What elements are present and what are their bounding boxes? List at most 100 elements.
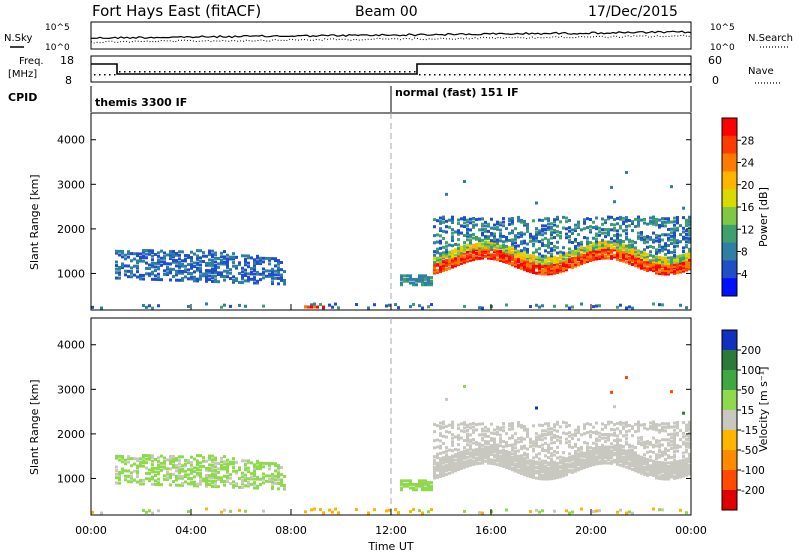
velocity-cell	[262, 481, 265, 485]
power-cell	[259, 258, 262, 262]
power-cell	[616, 240, 619, 244]
velocity-cell	[277, 465, 280, 469]
power-cell	[658, 243, 661, 247]
velocity-cell	[484, 449, 487, 453]
power-cell	[490, 231, 493, 235]
velocity-cell	[400, 486, 403, 490]
power-cell	[559, 264, 562, 268]
velocity-cell	[481, 452, 484, 456]
velocity-cell	[664, 429, 667, 433]
velocity-cell	[571, 456, 574, 460]
power-cell	[538, 240, 541, 244]
velocity-cell	[577, 468, 580, 472]
nave-dot	[679, 74, 681, 76]
power-cell	[610, 255, 613, 259]
velocity-cell	[457, 443, 460, 447]
velocity-cell	[562, 456, 565, 460]
velocity-cell	[238, 508, 241, 512]
power-cell	[520, 254, 523, 258]
power-cell	[529, 232, 532, 236]
power-cell	[643, 235, 646, 239]
velocity-cell	[439, 473, 442, 477]
power-cell	[616, 254, 619, 258]
power-cell	[559, 250, 562, 254]
velocity-cell	[229, 476, 232, 480]
power-cell	[667, 217, 670, 221]
velocity-cell	[469, 454, 472, 458]
power-cell	[526, 224, 529, 228]
power-cell	[532, 254, 535, 258]
power-colorbar-swatch	[722, 278, 737, 297]
power-cell	[469, 239, 472, 243]
power-cell	[130, 266, 133, 270]
power-cell	[535, 201, 538, 205]
power-cell	[673, 237, 676, 241]
velocity-cell	[634, 465, 637, 469]
power-cell	[451, 237, 454, 241]
power-cell	[199, 256, 202, 260]
velocity-cell	[118, 476, 121, 480]
velocity-cell	[655, 424, 658, 428]
power-cell	[484, 251, 487, 255]
nave-dot	[649, 74, 651, 76]
velocity-cell	[214, 474, 217, 478]
power-cell	[607, 244, 610, 248]
velocity-cell	[277, 467, 280, 471]
velocity-cell	[667, 468, 670, 472]
velocity-cell	[676, 421, 679, 425]
velocity-cell	[673, 475, 676, 479]
power-cell	[643, 239, 646, 243]
velocity-cell	[523, 464, 526, 468]
velocity-cell	[418, 479, 421, 483]
power-cell	[658, 261, 661, 265]
power-cell	[553, 255, 556, 259]
power-cell	[499, 239, 502, 243]
velocity-cell	[256, 466, 259, 470]
power-cell	[646, 267, 649, 271]
power-cell	[598, 233, 601, 237]
velocity-cell	[592, 450, 595, 454]
power-cell	[604, 219, 607, 223]
power-cell	[646, 254, 649, 258]
velocity-cell	[688, 442, 691, 446]
velocity-cell	[565, 462, 568, 466]
power-cell	[574, 245, 577, 249]
nave-dot	[574, 74, 576, 76]
velocity-cell	[685, 462, 688, 466]
power-cell	[544, 263, 547, 267]
power-cell	[577, 224, 580, 228]
velocity-cell	[565, 469, 568, 473]
velocity-cell	[661, 477, 664, 481]
velocity-cell	[508, 454, 511, 458]
power-cell	[547, 238, 550, 242]
freq-unit-label: [MHz]	[8, 69, 37, 80]
velocity-cell	[547, 477, 550, 481]
velocity-cell	[604, 440, 607, 444]
power-cell	[574, 255, 577, 259]
power-cell	[154, 277, 157, 281]
velocity-cell	[229, 473, 232, 477]
power-cell	[466, 234, 469, 238]
velocity-cell	[559, 436, 562, 440]
velocity-cell	[679, 508, 682, 512]
velocity-cell	[187, 509, 190, 513]
power-cell	[265, 269, 268, 273]
velocity-cell	[637, 422, 640, 426]
velocity-cell	[508, 456, 511, 460]
power-cell	[535, 227, 538, 231]
velocity-cell	[508, 424, 511, 428]
power-cell	[517, 253, 520, 257]
velocity-cell	[463, 422, 466, 426]
power-cell	[259, 256, 262, 260]
velocity-cell	[685, 423, 688, 427]
power-colorbar-swatch	[722, 189, 737, 208]
velocity-cell	[526, 431, 529, 435]
nave-dot	[299, 71, 301, 73]
power-cell	[199, 275, 202, 279]
velocity-cell	[619, 460, 622, 464]
x-tick-label: 16:00	[475, 524, 507, 537]
velocity-cell	[433, 474, 436, 478]
velocity-cell	[604, 461, 607, 465]
velocity-cell	[670, 468, 673, 472]
power-cell	[589, 258, 592, 262]
